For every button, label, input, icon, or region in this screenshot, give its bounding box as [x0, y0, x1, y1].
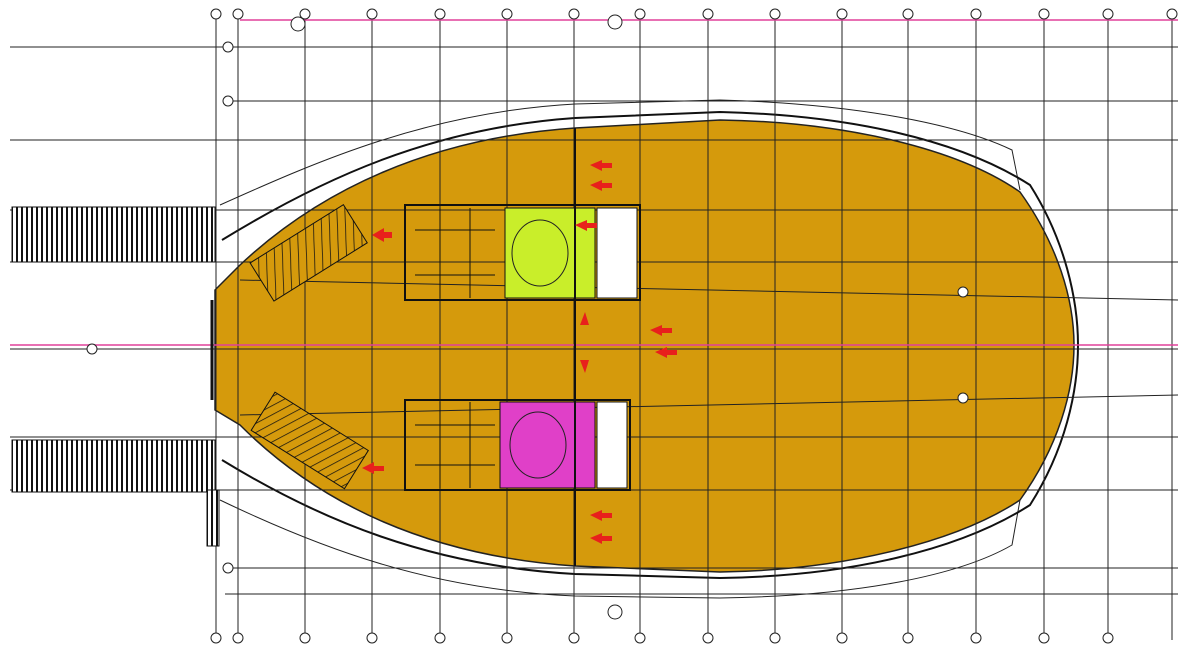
bridge: [11, 206, 216, 263]
stair: [249, 203, 368, 302]
grid-bubbles: [86, 8, 1178, 644]
column: [206, 489, 220, 547]
bridge: [11, 439, 216, 493]
core-lower: [404, 399, 631, 491]
floor-area: [214, 119, 1075, 573]
core-upper: [404, 204, 641, 301]
stair: [250, 391, 369, 490]
facade: [219, 99, 1021, 599]
exit-arrows: [362, 160, 677, 544]
